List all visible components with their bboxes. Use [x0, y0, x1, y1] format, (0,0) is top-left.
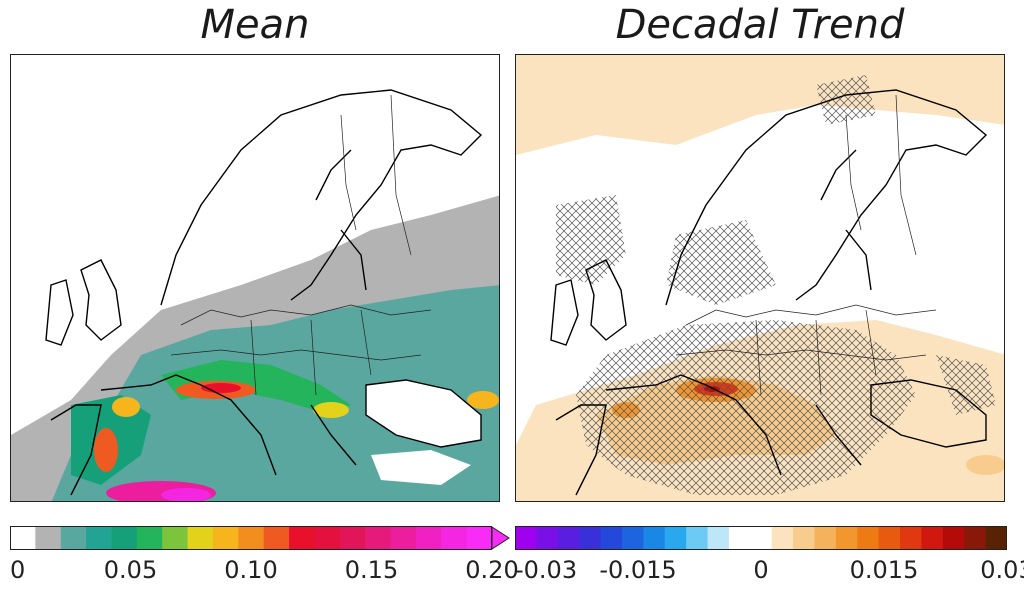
mean-colorbar [10, 526, 510, 550]
colorbar-swatch [314, 527, 341, 549]
colorbar-tick-label: 0.015 [849, 556, 919, 584]
colorbar-tick-label: 0.05 [103, 556, 158, 584]
colorbar-swatch [900, 527, 923, 549]
colorbar-swatch [771, 527, 794, 549]
mean-pyrenees-hotspot [112, 397, 140, 417]
colorbar-swatch [441, 527, 468, 549]
colorbar-swatch [289, 527, 316, 549]
colorbar-tick-label: -0.03 [515, 556, 578, 584]
colorbar-swatch [964, 527, 987, 549]
colorbar-outline [515, 526, 1007, 550]
colorbar-swatch [339, 527, 366, 549]
colorbar-swatch [835, 527, 858, 549]
colorbar-tick-label: 0.03 [980, 556, 1024, 584]
trend-colorbar [515, 526, 1007, 550]
trend-weak-positive [516, 55, 1004, 155]
mean-alps-green [161, 360, 351, 415]
colorbar-swatch [365, 527, 392, 549]
trend-map [515, 54, 1005, 502]
mean-caucasus-hotspot [467, 391, 499, 409]
colorbar-swatch [60, 527, 87, 549]
trend-borders [675, 94, 937, 396]
colorbar-swatch [263, 527, 290, 549]
colorbar-swatch [536, 527, 559, 549]
colorbar-swatch [415, 527, 442, 549]
colorbar-swatch [10, 527, 36, 549]
colorbar-swatch [390, 527, 417, 549]
colorbar-swatch [187, 527, 214, 549]
colorbar-swatch [600, 527, 623, 549]
colorbar-swatch [750, 527, 773, 549]
hatch-central [576, 320, 916, 495]
colorbar-swatch [793, 527, 816, 549]
trend-coastlines [550, 89, 988, 496]
colorbar-swatch [707, 527, 730, 549]
colorbar-swatch [664, 527, 687, 549]
colorbar-swatch [878, 527, 901, 549]
colorbar-swatch [35, 527, 62, 549]
colorbar-swatch [814, 527, 837, 549]
colorbar-tick-label: 0 [753, 556, 769, 584]
colorbar-tick-label: 0.15 [344, 556, 399, 584]
hatch-north [556, 195, 626, 285]
mediterranean-sea [161, 415, 241, 475]
colorbar-swatch [579, 527, 602, 549]
mean-colorbar-ticks: 0 0.05 0.10 0.15 0.20 [10, 556, 519, 590]
colorbar-swatch [643, 527, 666, 549]
colorbar-swatch [515, 527, 537, 549]
colorbar-swatch [857, 527, 880, 549]
colorbar-tick-label: 0.10 [224, 556, 278, 584]
colorbar-tick-label: 0 [10, 556, 26, 584]
trend-panel-title: Decadal Trend [615, 2, 905, 48]
colorbar-swatch [238, 527, 265, 549]
colorbar-swatch [212, 527, 239, 549]
mean-map [10, 54, 500, 502]
colorbar-swatch [557, 527, 580, 549]
colorbar-swatch [621, 527, 644, 549]
colorbar-swatch [728, 527, 751, 549]
colorbar-swatch [111, 527, 138, 549]
black-sea [366, 380, 481, 447]
mean-coastlines [45, 89, 483, 496]
mean-panel-title: Mean [200, 2, 310, 48]
colorbar-swatch [86, 527, 113, 549]
colorbar-swatch [686, 527, 709, 549]
colorbar-swatch [466, 527, 493, 549]
colorbar-swatch [921, 527, 944, 549]
colorbar-swatch [985, 527, 1007, 549]
colorbar-swatch [942, 527, 965, 549]
colorbar-extend-arrow [491, 526, 510, 550]
colorbar-tick-label: 0.20 [465, 556, 519, 584]
mean-iberia-hotspot [94, 428, 118, 472]
colorbar-swatch [162, 527, 189, 549]
colorbar-outline [10, 526, 492, 550]
colorbar-swatch [136, 527, 163, 549]
mean-borders [170, 94, 432, 396]
trend-colorbar-ticks: -0.03 -0.015 0 0.015 0.03 [515, 556, 1024, 590]
colorbar-tick-label: -0.015 [599, 556, 677, 584]
